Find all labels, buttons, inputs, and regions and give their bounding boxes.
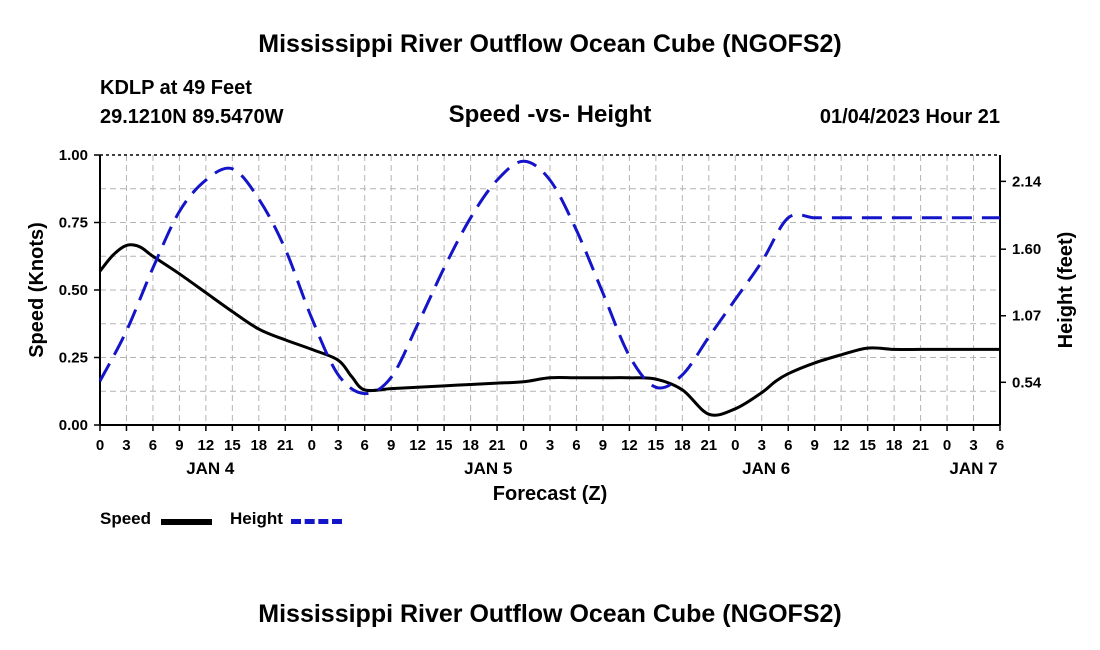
x-tick-label: 12 [409, 437, 426, 454]
x-tick-label: 0 [308, 437, 316, 454]
x-day-label: JAN 6 [742, 459, 790, 478]
x-tick-label: 9 [599, 437, 607, 454]
x-tick-label: 12 [833, 437, 850, 454]
x-tick-label: 18 [250, 437, 267, 454]
x-tick-label: 3 [758, 437, 766, 454]
page-title: Mississippi River Outflow Ocean Cube (NG… [258, 30, 842, 58]
x-tick-label: 3 [969, 437, 977, 454]
x-tick-label: 12 [198, 437, 215, 454]
y-left-tick-label: 0.75 [59, 215, 88, 232]
x-tick-label: 15 [436, 437, 453, 454]
x-tick-label: 18 [462, 437, 479, 454]
legend-speed-swatch [161, 519, 212, 525]
x-tick-label: 0 [731, 437, 739, 454]
y-right-tick-label: 2.14 [1012, 173, 1042, 190]
x-tick-label: 21 [912, 437, 929, 454]
x-tick-label: 0 [943, 437, 951, 454]
forecast-datetime: 01/04/2023 Hour 21 [819, 106, 1000, 128]
x-tick-label: 15 [859, 437, 876, 454]
y-right-tick-label: 1.60 [1012, 241, 1041, 258]
speed-height-chart: 0 3 6 9 12 15 18 21 0 3 6 9 12 15 18 21 0 3 6 9 12 15 18 21 0 3 6 9… [26, 147, 1077, 505]
x-tick-label: 0 [519, 437, 527, 454]
x-tick-label: 6 [784, 437, 792, 454]
x-tick-label: 3 [334, 437, 342, 454]
x-tick-label: 21 [489, 437, 506, 454]
y-right-tick-label: 0.54 [1012, 374, 1042, 391]
y-left-tick-label: 0.00 [59, 417, 88, 434]
x-day-label: JAN 7 [949, 459, 997, 478]
y-left-axis-title: Speed (Knots) [26, 222, 48, 358]
footer-title: Mississippi River Outflow Ocean Cube (NG… [258, 600, 842, 628]
x-tick-label: 12 [621, 437, 638, 454]
x-tick-label: 3 [122, 437, 130, 454]
x-tick-label: 15 [224, 437, 241, 454]
y-right-axis-title: Height (feet) [1055, 232, 1077, 349]
station-label: KDLP at 49 Feet [100, 77, 252, 99]
x-tick-label: 21 [277, 437, 294, 454]
x-tick-label: 6 [996, 437, 1004, 454]
x-tick-label: 9 [811, 437, 819, 454]
x-tick-label: 18 [886, 437, 903, 454]
x-day-label: JAN 5 [464, 459, 512, 478]
x-tick-label: 0 [96, 437, 104, 454]
chart-subtitle: Speed -vs- Height [448, 101, 652, 128]
y-right-tick-label: 1.07 [1012, 308, 1041, 325]
y-left-tick-label: 0.25 [59, 350, 88, 367]
x-tick-label: 6 [149, 437, 157, 454]
x-tick-label: 6 [361, 437, 369, 454]
x-day-label: JAN 4 [186, 459, 235, 478]
speed-series-line [98, 243, 1000, 417]
x-tick-label: 9 [387, 437, 395, 454]
x-axis-title: Forecast (Z) [493, 483, 607, 505]
x-tick-label: 21 [700, 437, 717, 454]
legend-height-swatch [291, 519, 342, 524]
x-tick-label: 3 [546, 437, 554, 454]
x-tick-label: 9 [175, 437, 183, 454]
coordinates-label: 29.1210N 89.5470W [100, 106, 284, 128]
x-tick-label: 15 [648, 437, 665, 454]
y-left-tick-label: 1.00 [59, 147, 88, 164]
x-tick-label: 18 [674, 437, 691, 454]
legend-speed-label: Speed [100, 509, 152, 528]
y-left-tick-label: 0.50 [59, 282, 88, 299]
legend-height-label: Height [230, 509, 283, 528]
x-tick-label: 6 [572, 437, 580, 454]
height-series-line [98, 159, 1000, 396]
